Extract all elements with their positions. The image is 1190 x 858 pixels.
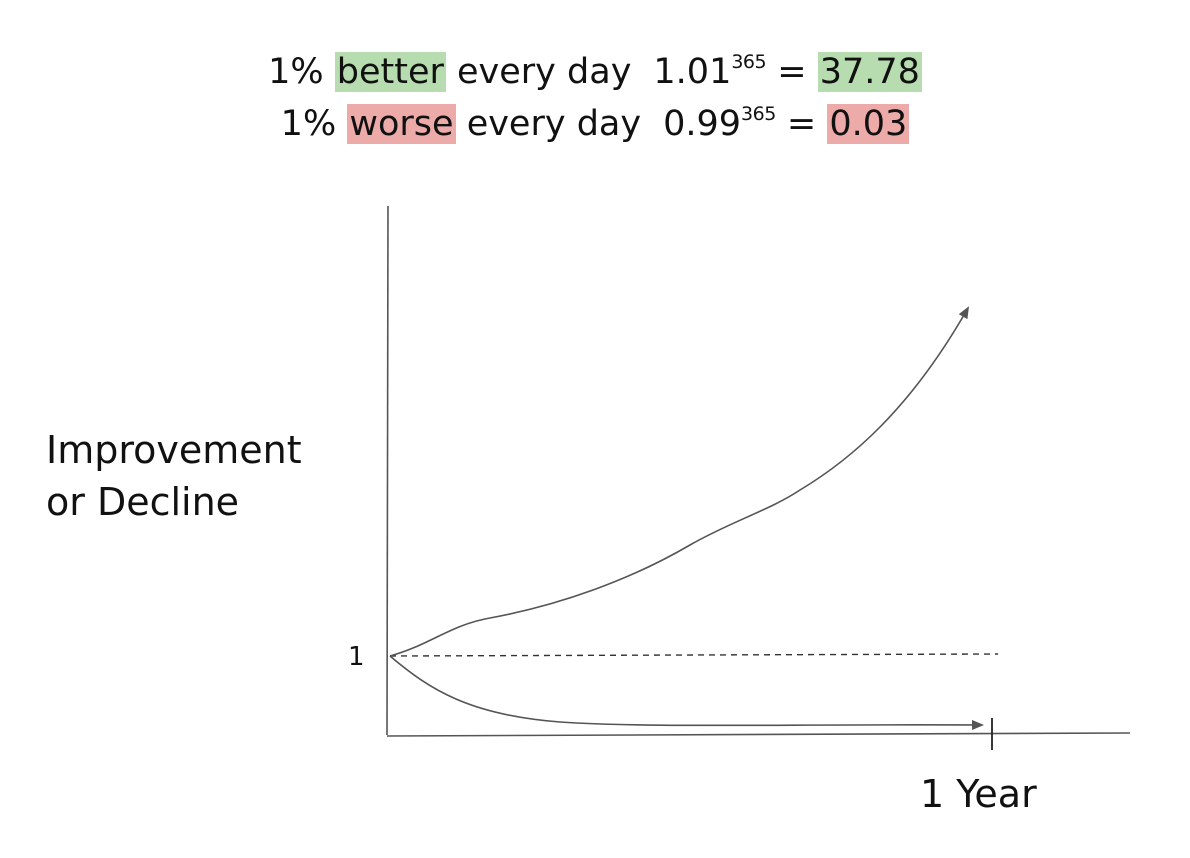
baseline-dashed xyxy=(389,653,999,657)
worse-suffix: every day xyxy=(466,104,642,144)
y-axis xyxy=(386,205,389,736)
better-exponent: 365 xyxy=(731,51,767,73)
worse-result: 0.03 xyxy=(827,104,910,144)
worse-exponent: 365 xyxy=(741,103,776,125)
better-suffix: every day xyxy=(457,52,632,92)
worse-equals: = xyxy=(786,104,817,144)
worse-keyword: worse xyxy=(347,104,456,144)
decline-curve xyxy=(389,655,984,730)
better-base: 1.01 xyxy=(653,52,732,92)
better-keyword: better xyxy=(334,52,446,92)
x-axis xyxy=(386,732,1131,737)
y-axis-label-line2: or Decline xyxy=(46,480,240,524)
baseline-label: 1 xyxy=(348,642,365,672)
y-axis-label-line1: Improvement xyxy=(46,428,302,472)
improvement-curve xyxy=(389,306,969,657)
x-end-label: 1 Year xyxy=(920,772,1037,816)
worse-prefix: 1% xyxy=(280,104,337,144)
worse-base: 0.99 xyxy=(663,104,742,144)
better-equation: 1% better every day 1.01365 = 37.78 xyxy=(0,50,1190,99)
better-equals: = xyxy=(777,52,807,92)
y-axis-label: Improvement or Decline xyxy=(46,424,302,528)
worse-equation: 1% worse every day 0.99365 = 0.03 xyxy=(0,102,1190,151)
better-prefix: 1% xyxy=(268,52,324,92)
better-result: 37.78 xyxy=(817,52,922,92)
